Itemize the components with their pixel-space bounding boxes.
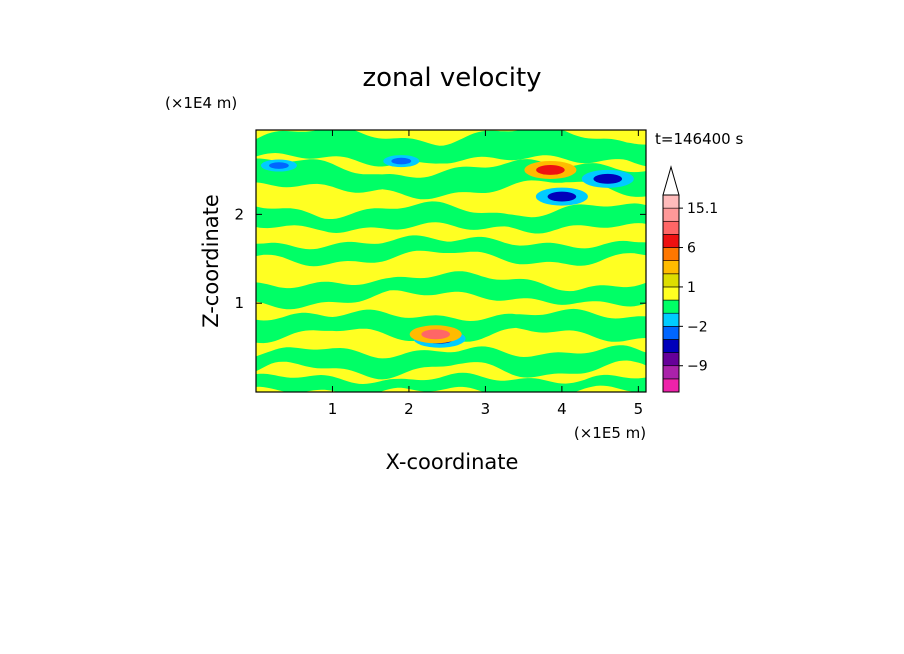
- colorbar-swatch: [662, 247, 680, 261]
- colorbar-swatch: [662, 234, 680, 248]
- colorbar-swatch: [662, 365, 680, 380]
- colorbar-swatch: [662, 339, 680, 353]
- x-tick-label: 4: [557, 400, 567, 418]
- green-band: [256, 308, 646, 344]
- feature-core: [547, 191, 577, 202]
- green-band: [256, 372, 646, 392]
- green-bands: [256, 130, 646, 392]
- feature-core: [269, 162, 289, 169]
- colorbar-swatch: [662, 286, 680, 301]
- feature-core: [421, 329, 451, 340]
- colorbar: 15.1 6 1 −2 −9: [662, 165, 718, 393]
- x-scale-label: (×1E5 m): [574, 424, 646, 442]
- field-features: [260, 155, 634, 348]
- chart-title: zonal velocity: [362, 63, 541, 93]
- colorbar-label: −2: [687, 319, 708, 335]
- colorbar-swatch: [662, 352, 680, 367]
- colorbar-swatch: [662, 378, 680, 393]
- x-tick-label: 1: [328, 400, 338, 418]
- y-axis-label: Z-coordinate: [199, 194, 223, 328]
- colorbar-swatch: [662, 220, 680, 235]
- colorbar-label: −9: [687, 359, 708, 375]
- y-tick-label: 1: [234, 294, 244, 312]
- y-axis: 12: [234, 205, 646, 312]
- x-tick-label: 5: [634, 400, 644, 418]
- plot-frame: [255, 129, 647, 393]
- colorbar-swatch: [662, 326, 680, 340]
- y-scale-label: (×1E4 m): [165, 94, 237, 112]
- colorbar-swatch: [662, 194, 680, 209]
- time-label: t=146400 s: [655, 130, 743, 148]
- colorbar-swatch: [662, 312, 680, 327]
- green-band: [256, 345, 646, 380]
- green-band: [256, 271, 646, 310]
- colorbar-swatch: [662, 299, 680, 314]
- colorbar-label: 6: [687, 241, 696, 257]
- colorbar-label: 1: [687, 280, 696, 296]
- colorbar-swatch: [662, 260, 680, 275]
- colorbar-extend-arrow: [662, 165, 680, 196]
- x-tick-label: 3: [481, 400, 491, 418]
- y-tick-label: 2: [234, 205, 244, 223]
- colorbar-label: 15.1: [687, 201, 718, 217]
- feature-core: [391, 157, 412, 165]
- colorbar-swatch: [662, 273, 680, 288]
- feature-core: [593, 173, 623, 184]
- colorbar-frame: [662, 194, 680, 393]
- feature-core: [536, 165, 565, 175]
- colorbar-swatch: [662, 207, 680, 222]
- x-axis-label: X-coordinate: [386, 450, 519, 474]
- x-axis: 1 2 3 4 5: [328, 130, 643, 418]
- green-band: [256, 235, 646, 267]
- x-tick-label: 2: [404, 400, 414, 418]
- green-band: [256, 201, 646, 234]
- contour-field: [256, 130, 646, 392]
- green-band: [256, 130, 646, 167]
